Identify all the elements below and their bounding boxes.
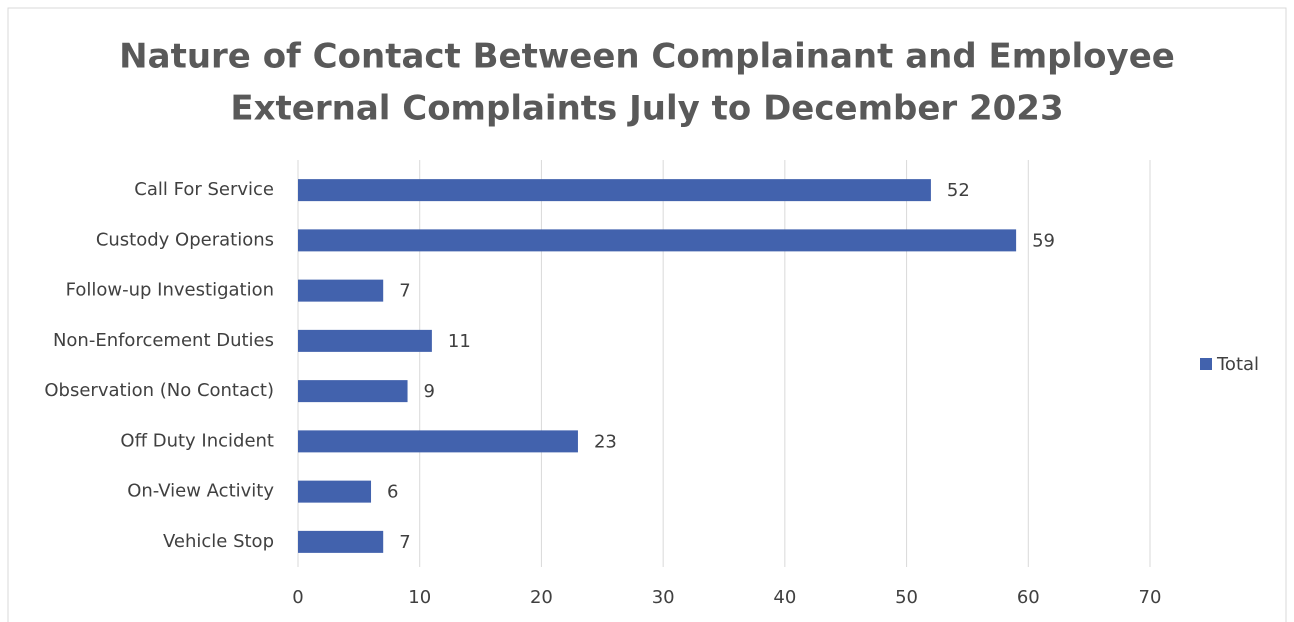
x-tick-label: 20 <box>530 587 553 608</box>
data-label: 52 <box>947 180 970 201</box>
bar <box>298 229 1017 252</box>
y-tick-label: Observation (No Contact) <box>44 380 274 401</box>
data-label: 9 <box>424 381 435 402</box>
chart-title: Nature of Contact Between Complainant an… <box>119 37 1175 77</box>
data-label: 6 <box>387 482 398 503</box>
y-tick-label: Follow-up Investigation <box>66 280 274 301</box>
data-label: 23 <box>594 431 617 452</box>
data-label: 11 <box>448 331 471 352</box>
data-label: 7 <box>399 281 410 302</box>
y-tick-label: Custody Operations <box>96 229 274 250</box>
bar <box>298 179 931 202</box>
y-tick-label: On-View Activity <box>127 481 274 502</box>
chart-title: External Complaints July to December 202… <box>230 89 1063 129</box>
x-tick-label: 0 <box>292 587 303 608</box>
y-tick-label: Vehicle Stop <box>163 531 274 552</box>
y-tick-label: Call For Service <box>134 179 274 200</box>
x-tick-label: 70 <box>1139 587 1162 608</box>
data-label: 59 <box>1032 230 1055 251</box>
data-label: 7 <box>399 532 410 553</box>
y-tick-label: Off Duty Incident <box>120 430 274 451</box>
x-tick-label: 10 <box>408 587 431 608</box>
legend-swatch <box>1200 358 1212 370</box>
x-tick-label: 50 <box>895 587 918 608</box>
bar <box>298 480 372 503</box>
legend-label: Total <box>1216 354 1259 375</box>
bar <box>298 430 578 453</box>
y-tick-label: Non-Enforcement Duties <box>53 330 274 351</box>
x-tick-label: 60 <box>1017 587 1040 608</box>
chart-border <box>7 7 1287 622</box>
bar <box>298 530 384 553</box>
bar <box>298 380 408 403</box>
bar <box>298 329 432 352</box>
x-tick-label: 30 <box>652 587 675 608</box>
x-tick-label: 40 <box>773 587 796 608</box>
bar <box>298 279 384 302</box>
